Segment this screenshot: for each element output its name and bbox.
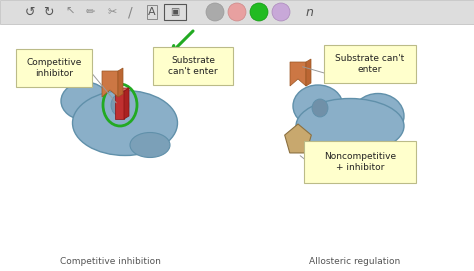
Text: Noncompetitive
+ inhibitor: Noncompetitive + inhibitor bbox=[324, 152, 396, 172]
Polygon shape bbox=[118, 68, 123, 97]
FancyBboxPatch shape bbox=[0, 0, 474, 24]
Text: ↖: ↖ bbox=[65, 7, 75, 17]
Text: ✏: ✏ bbox=[85, 7, 95, 17]
Text: ▣: ▣ bbox=[170, 7, 180, 17]
Circle shape bbox=[206, 3, 224, 21]
Text: Substrate can't
enter: Substrate can't enter bbox=[336, 54, 405, 74]
Text: Substrate
can't enter: Substrate can't enter bbox=[168, 56, 218, 76]
Circle shape bbox=[250, 3, 268, 21]
Polygon shape bbox=[306, 59, 311, 86]
Ellipse shape bbox=[130, 133, 170, 157]
Ellipse shape bbox=[111, 94, 129, 116]
Polygon shape bbox=[157, 57, 173, 81]
FancyBboxPatch shape bbox=[16, 49, 92, 87]
Ellipse shape bbox=[296, 98, 404, 153]
Polygon shape bbox=[290, 62, 306, 86]
Text: ↺: ↺ bbox=[25, 5, 35, 18]
Text: Allosteric regulation: Allosteric regulation bbox=[310, 256, 401, 266]
Circle shape bbox=[228, 3, 246, 21]
Polygon shape bbox=[115, 88, 129, 91]
Text: Competitive inhibition: Competitive inhibition bbox=[60, 256, 160, 266]
Circle shape bbox=[272, 3, 290, 21]
FancyBboxPatch shape bbox=[153, 47, 233, 85]
Ellipse shape bbox=[352, 93, 404, 138]
FancyBboxPatch shape bbox=[115, 91, 124, 119]
Polygon shape bbox=[285, 124, 311, 153]
Ellipse shape bbox=[312, 99, 328, 117]
Polygon shape bbox=[102, 71, 118, 97]
Text: ✂: ✂ bbox=[107, 7, 117, 17]
Polygon shape bbox=[173, 54, 178, 81]
FancyBboxPatch shape bbox=[304, 141, 416, 183]
Text: n: n bbox=[306, 5, 314, 18]
Ellipse shape bbox=[61, 82, 109, 120]
Text: Competitive
inhibitor: Competitive inhibitor bbox=[27, 58, 82, 78]
Ellipse shape bbox=[293, 85, 343, 127]
Polygon shape bbox=[124, 88, 129, 119]
Text: /: / bbox=[128, 5, 132, 19]
Text: ↻: ↻ bbox=[43, 5, 53, 18]
Text: A: A bbox=[148, 7, 156, 17]
Ellipse shape bbox=[73, 91, 177, 156]
FancyBboxPatch shape bbox=[324, 45, 416, 83]
